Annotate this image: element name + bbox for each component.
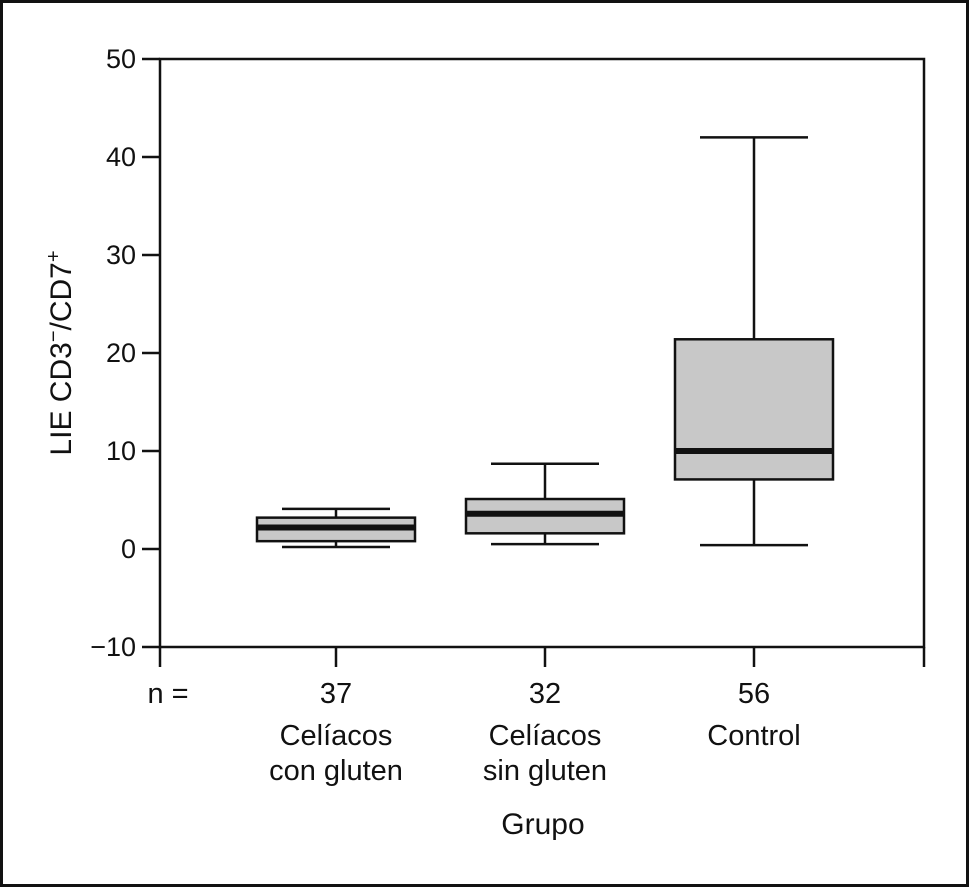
y-tick-label: 40 — [106, 142, 136, 172]
y-axis-title-sup1: − — [43, 330, 65, 342]
group-label-line2: sin gluten — [483, 755, 607, 787]
group-label-line1: Celíacos — [280, 720, 393, 752]
y-tick-label: −10 — [90, 632, 136, 662]
box-group — [464, 462, 626, 546]
y-tick-label: 0 — [121, 534, 136, 564]
y-axis-title-sup2: + — [43, 250, 65, 262]
group-label-line1: Celíacos — [489, 720, 602, 752]
y-tick-label: 20 — [106, 338, 136, 368]
y-axis-title-main: LIE CD3 — [45, 342, 78, 455]
box-group — [673, 136, 835, 547]
group-n-label: 56 — [738, 678, 770, 710]
y-axis-title: LIE CD3−/CD7+ — [43, 250, 78, 455]
y-axis-title-mid: /CD7 — [45, 262, 78, 330]
y-tick-label: 50 — [106, 44, 136, 74]
box-group — [255, 507, 417, 549]
y-axis: −10 0 10 20 30 40 50 — [90, 44, 160, 662]
group-n-label: 32 — [529, 678, 561, 710]
group-n-label: 37 — [320, 678, 352, 710]
y-tick-label: 30 — [106, 240, 136, 270]
group-label-line1: Control — [707, 720, 801, 752]
iqr-box — [673, 338, 835, 481]
x-axis-title: Grupo — [501, 808, 584, 841]
group-label-line2: con gluten — [269, 755, 403, 787]
n-prefix-label: n = — [147, 678, 188, 710]
boxes — [255, 136, 835, 549]
y-tick-label: 10 — [106, 436, 136, 466]
